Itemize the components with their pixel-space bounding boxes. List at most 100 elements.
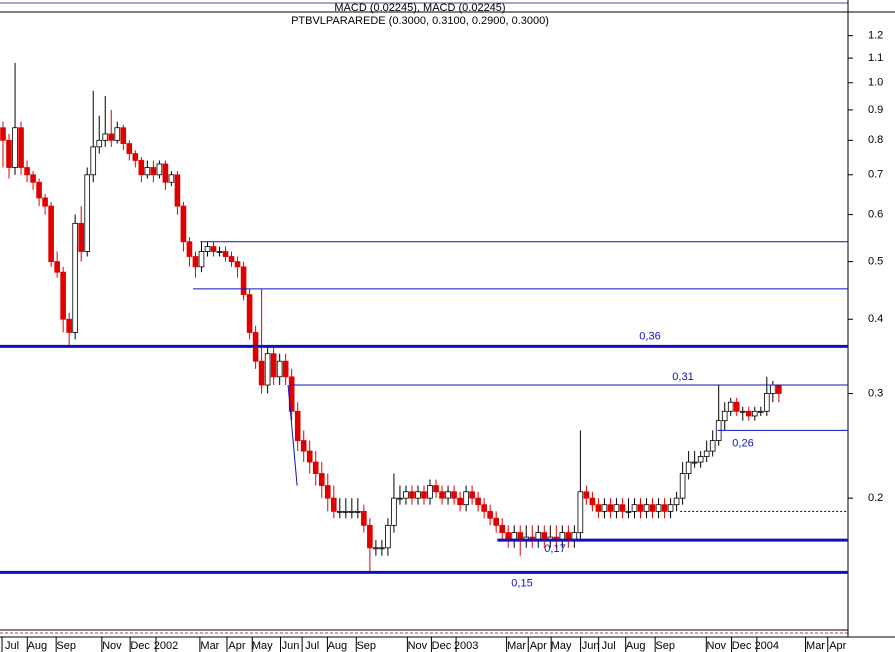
- candle-body: [120, 127, 127, 144]
- candle-body: [463, 491, 469, 506]
- candle-body: [198, 251, 205, 268]
- candle-body: [192, 256, 199, 268]
- candle-body: [336, 510, 343, 513]
- candle-body: [306, 450, 313, 463]
- x-tick-label: Jun: [582, 640, 600, 652]
- candle-body: [391, 497, 397, 526]
- candle-body: [78, 222, 84, 252]
- y-tick-label: 0.4: [868, 313, 883, 325]
- candle-body: [349, 510, 355, 513]
- y-tick-label: 0.5: [868, 256, 883, 268]
- candle-body: [487, 510, 493, 519]
- candle-body: [264, 353, 271, 386]
- candle-body: [66, 318, 72, 333]
- candle-body: [132, 153, 139, 161]
- candle-body: [403, 491, 409, 499]
- candle-body: [776, 384, 782, 394]
- candle-body: [222, 251, 229, 257]
- candle-body: [577, 491, 584, 534]
- candle-body: [96, 139, 103, 148]
- x-tick-label: Nov: [707, 640, 727, 652]
- candle-body: [54, 261, 60, 273]
- x-tick-label: Aug: [626, 640, 646, 652]
- candle-body: [475, 497, 481, 506]
- y-tick-label: 0.6: [868, 208, 883, 220]
- y-tick-label: 0.2: [868, 492, 883, 504]
- candle-body: [330, 497, 337, 512]
- candle-body: [150, 167, 157, 176]
- candle-body: [691, 461, 698, 464]
- candle-body: [703, 450, 710, 457]
- candle-body: [469, 491, 475, 499]
- x-tick-label: Aug: [27, 640, 47, 652]
- candle-body: [174, 174, 181, 207]
- candle-body: [637, 504, 644, 512]
- y-tick-label: 1.2: [868, 30, 883, 42]
- candle-body: [6, 139, 12, 168]
- indicator-label: MACD (0.02245), MACD (0.02245): [334, 2, 505, 14]
- candle-body: [84, 174, 91, 252]
- candle-body: [355, 510, 361, 513]
- candle-body: [764, 393, 770, 412]
- x-tick-label: Jun: [282, 640, 300, 652]
- x-tick-label: Apr: [228, 640, 245, 652]
- candle-body: [361, 510, 367, 526]
- candle-body: [445, 491, 451, 499]
- x-tick-label: Sep: [655, 640, 675, 652]
- candle-body: [318, 473, 325, 486]
- candle-body: [619, 504, 626, 512]
- candle-body: [457, 497, 463, 506]
- candle-body: [451, 491, 457, 499]
- x-tick-label: Sep: [356, 640, 376, 652]
- candle-body: [595, 504, 602, 512]
- line-label: 0,36: [639, 330, 660, 342]
- candle-body: [246, 294, 253, 333]
- x-tick-label: Nov: [408, 640, 428, 652]
- y-tick-label: 1.1: [868, 52, 883, 64]
- candle-body: [276, 360, 283, 378]
- y-tick-label: 0.7: [868, 169, 883, 181]
- candle-body: [649, 504, 656, 512]
- candle-body: [751, 410, 758, 417]
- candle-body: [258, 360, 265, 386]
- candle-body: [589, 497, 596, 506]
- candle-body: [270, 353, 277, 378]
- x-tick-label: Apr: [829, 640, 846, 652]
- line-label: 0,15: [511, 577, 532, 589]
- candle-body: [36, 181, 42, 199]
- candle-body: [613, 504, 620, 512]
- candle-body: [144, 167, 151, 176]
- candle-body: [282, 360, 289, 378]
- line-label: 0,26: [732, 437, 753, 449]
- x-tick-label: Jul: [5, 640, 19, 652]
- candle-body: [204, 246, 211, 252]
- candle-body: [12, 127, 18, 168]
- candle-body: [385, 524, 391, 549]
- candle-body: [499, 524, 505, 534]
- candle-body: [721, 410, 728, 422]
- candle-body: [697, 456, 704, 463]
- x-tick-label: Mar: [507, 640, 526, 652]
- line-label: 0,31: [672, 371, 693, 383]
- candle-body: [727, 401, 734, 412]
- candle-body: [655, 504, 662, 512]
- x-tick-label: 2004: [755, 640, 779, 652]
- candle-body: [745, 410, 752, 417]
- y-tick-label: 0.9: [868, 104, 883, 116]
- candle-body: [90, 146, 97, 176]
- candle-body: [373, 547, 379, 550]
- x-tick-label: Dec: [130, 640, 150, 652]
- y-tick-label: 1.0: [868, 77, 883, 89]
- candle-body: [42, 197, 48, 207]
- candle-body: [493, 517, 499, 526]
- candle-body: [427, 485, 433, 499]
- x-tick-label: May: [252, 640, 273, 652]
- candle-body: [481, 504, 487, 512]
- candle-body: [294, 410, 301, 441]
- x-tick-label: Aug: [328, 640, 348, 652]
- trend-line: [287, 384, 298, 486]
- candle-body: [631, 504, 638, 512]
- candle-body: [240, 266, 247, 296]
- candle-body: [234, 261, 241, 268]
